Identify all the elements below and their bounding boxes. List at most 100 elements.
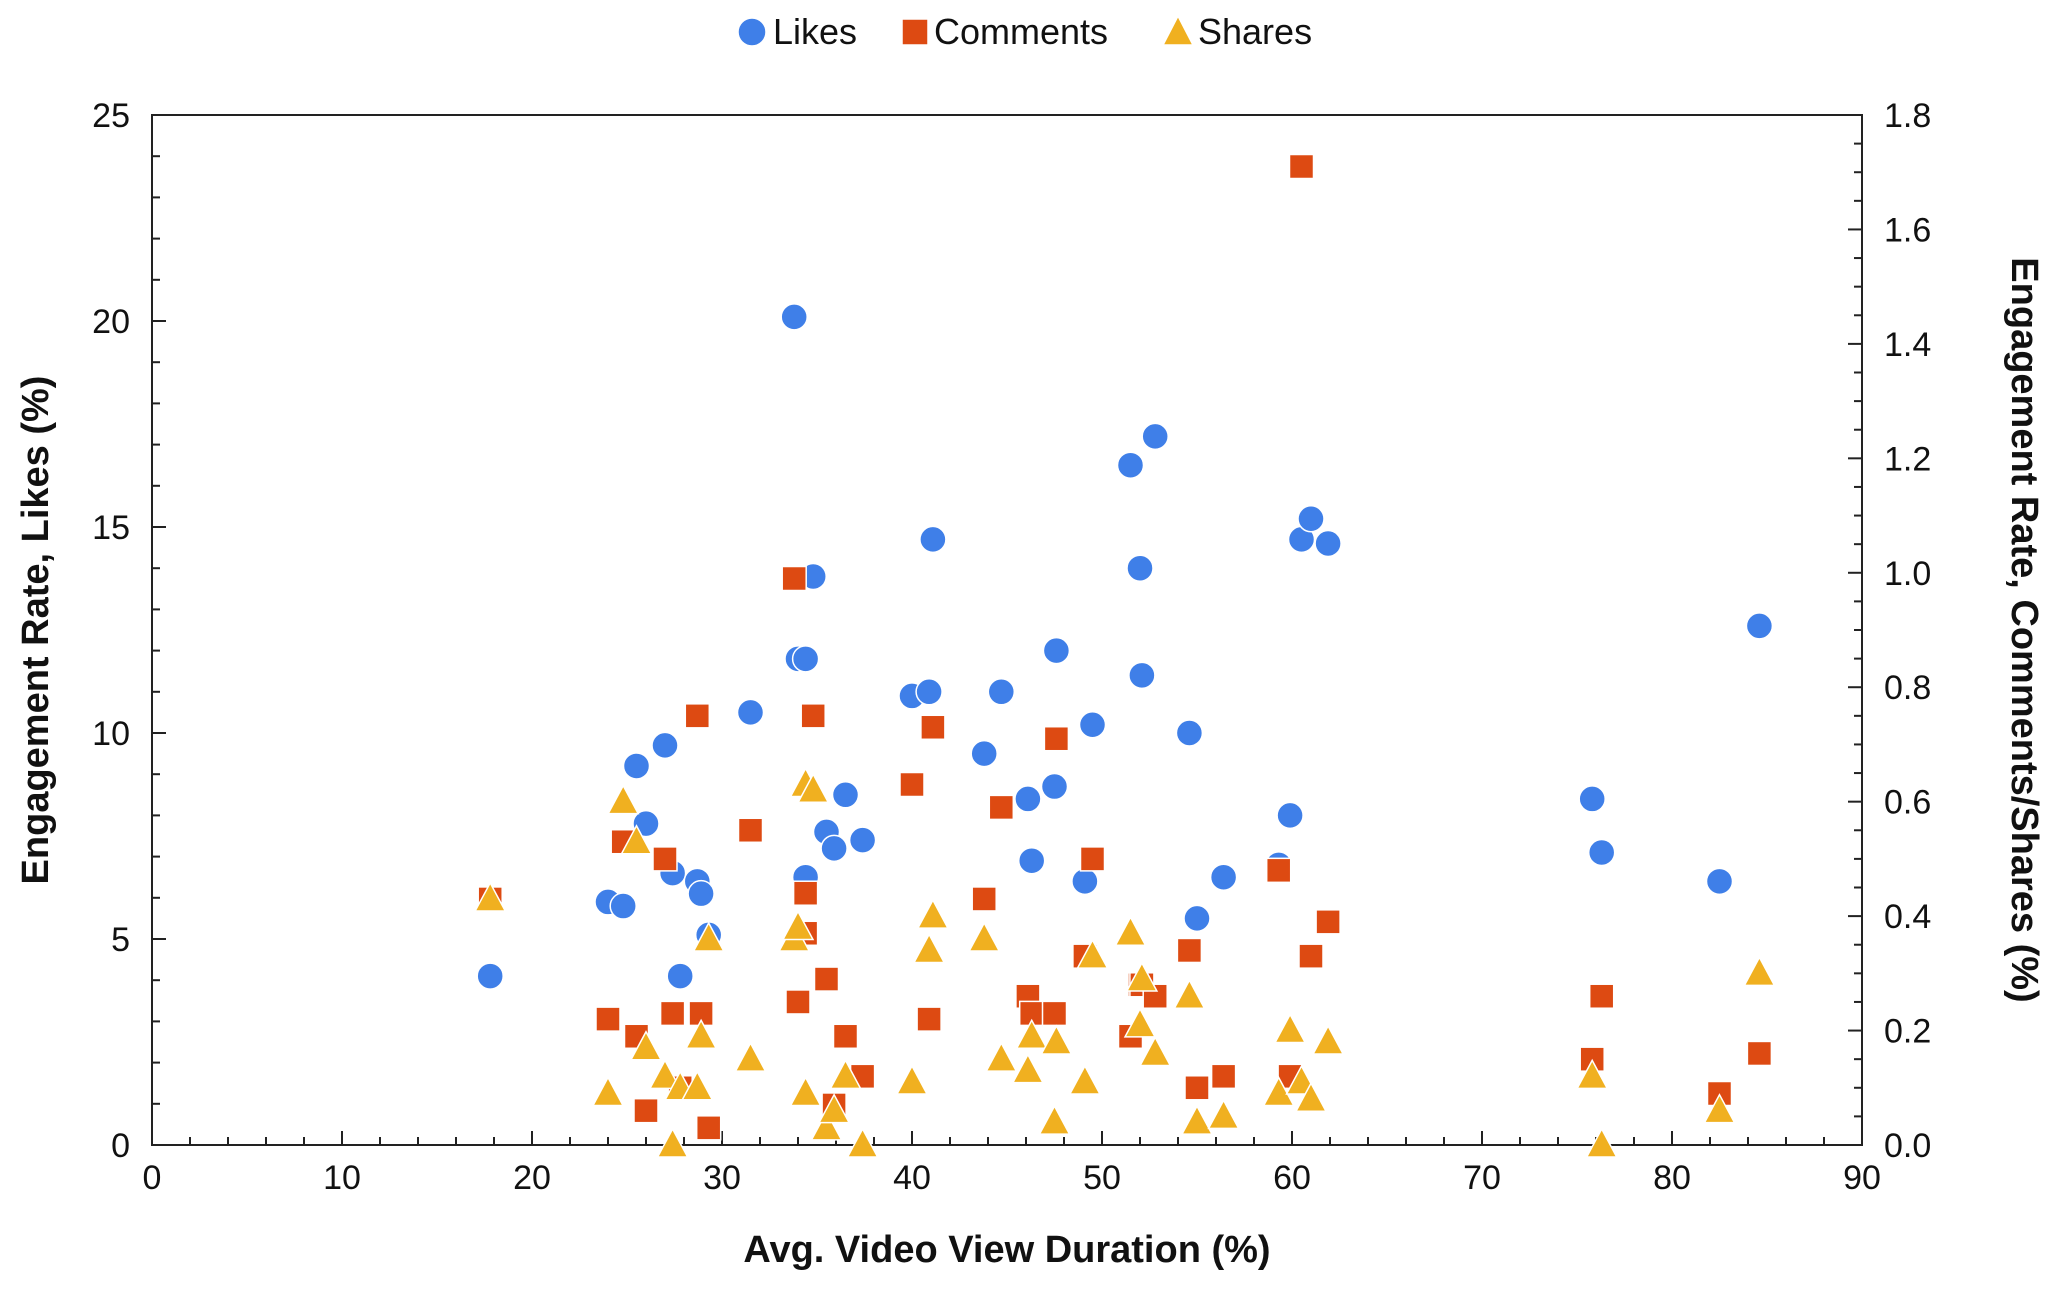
likes-point	[987, 678, 1016, 706]
shares-point	[734, 1041, 767, 1072]
likes-point	[1128, 661, 1156, 690]
shares-point	[1138, 1035, 1172, 1067]
comments-point	[1210, 1063, 1237, 1090]
shares-point	[606, 784, 640, 815]
shares-point	[681, 1070, 714, 1101]
likes-point	[919, 525, 947, 554]
shares-point	[1038, 1104, 1071, 1135]
series-comments	[477, 153, 1773, 1141]
y2-tick-label: 0.6	[1884, 784, 1931, 822]
shares-point	[1123, 1007, 1157, 1038]
y-tick-label: 15	[92, 509, 130, 547]
x-tick-label: 20	[513, 1159, 551, 1197]
shares-point	[1207, 1098, 1240, 1130]
x-axis-ticks: 0 10 20 30 40 50 60 70 80 90	[143, 1131, 1881, 1197]
y2-tick-label: 1.0	[1884, 555, 1931, 593]
likes-point	[687, 879, 715, 908]
likes-point	[1071, 867, 1099, 896]
shares-point	[1011, 1053, 1045, 1084]
shares-point	[789, 1075, 822, 1107]
y2-tick-label: 0.0	[1884, 1127, 1931, 1165]
shares-point	[1114, 915, 1147, 947]
shares-point	[1273, 1012, 1307, 1044]
likes-point	[609, 892, 637, 920]
x-tick-label: 0	[143, 1159, 162, 1197]
shares-point	[1076, 938, 1109, 969]
comments-point	[899, 771, 925, 798]
comments-point	[781, 565, 807, 592]
shares-point	[810, 1110, 843, 1141]
likes-point	[1175, 719, 1204, 747]
shares-point	[1294, 1081, 1328, 1112]
likes-point	[1042, 636, 1071, 665]
y2-tick-label: 1.4	[1884, 326, 1931, 364]
likes-point	[1578, 785, 1606, 813]
likes-point	[780, 303, 808, 331]
shares-point	[1262, 1075, 1295, 1107]
comments-point	[659, 1000, 686, 1027]
comments-point	[1265, 857, 1292, 884]
comments-point	[1043, 725, 1070, 752]
likes-point	[1078, 711, 1107, 739]
likes-point	[651, 731, 679, 760]
shares-point	[1743, 955, 1776, 987]
likes-point	[1314, 529, 1342, 558]
x-tick-label: 70	[1463, 1159, 1501, 1197]
series-shares	[473, 766, 1776, 1158]
likes-point	[1126, 554, 1154, 582]
y-tick-label: 0	[111, 1127, 130, 1165]
shares-point	[829, 1058, 862, 1090]
legend-marker-shares	[1161, 14, 1195, 46]
likes-point	[1141, 422, 1169, 451]
likes-point	[622, 752, 651, 780]
comments-point	[1298, 943, 1324, 969]
likes-point	[848, 826, 877, 854]
shares-point	[817, 1093, 851, 1124]
comments-point	[652, 846, 678, 872]
shares-point	[1703, 1093, 1736, 1124]
shares-point	[1173, 978, 1206, 1009]
likes-point	[970, 739, 998, 768]
shares-point	[656, 1127, 689, 1158]
x-tick-label: 30	[703, 1159, 741, 1197]
comments-point	[792, 880, 819, 906]
shares-point	[1311, 1024, 1345, 1055]
comments-point	[633, 1097, 659, 1124]
shares-point	[1125, 961, 1159, 992]
likes-point	[831, 781, 860, 809]
y2-tick-label: 0.4	[1884, 898, 1931, 936]
shares-point	[591, 1075, 625, 1107]
likes-point	[1209, 863, 1238, 891]
y-axis-right-ticks: 0.0 0.2 0.4 0.6 0.8 1.0 1.2 1.4 1.6 1.8	[1848, 97, 1931, 1165]
x-tick-label: 50	[1083, 1159, 1121, 1197]
comments-point	[1746, 1040, 1773, 1067]
shares-point	[1180, 1104, 1214, 1135]
shares-point	[916, 898, 950, 929]
shares-point	[967, 921, 1001, 952]
x-tick-label: 90	[1843, 1159, 1881, 1197]
comments-point	[971, 886, 997, 912]
comments-point	[1315, 909, 1341, 935]
series-likes	[476, 303, 1774, 990]
likes-point	[1745, 612, 1774, 640]
likes-point	[915, 678, 943, 706]
shares-point	[1015, 1018, 1048, 1050]
y2-tick-label: 1.8	[1884, 97, 1931, 135]
x-tick-label: 10	[323, 1159, 361, 1197]
y-tick-label: 10	[92, 715, 130, 753]
shares-point	[985, 1041, 1018, 1072]
comments-point	[916, 1006, 942, 1032]
comments-point	[1079, 846, 1106, 872]
likes-point	[736, 698, 765, 727]
comments-point	[695, 1115, 722, 1141]
comments-point	[1184, 1075, 1210, 1101]
comments-point	[595, 1006, 621, 1032]
likes-point	[666, 962, 694, 990]
legend-label-likes: Likes	[773, 11, 857, 52]
shares-point	[692, 921, 725, 952]
likes-point	[1297, 505, 1325, 533]
legend: Likes Comments Shares	[737, 11, 1312, 52]
legend-marker-comments	[901, 18, 929, 46]
comments-point	[1041, 1000, 1068, 1027]
comments-point	[832, 1023, 859, 1050]
